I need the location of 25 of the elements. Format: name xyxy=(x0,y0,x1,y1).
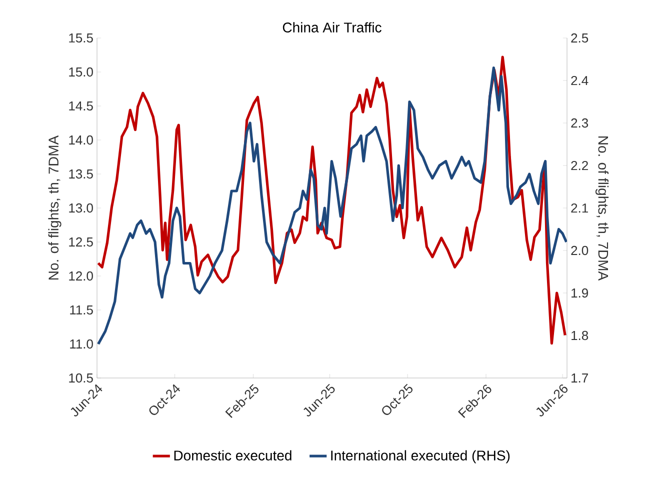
y2-tick-label: 2.2 xyxy=(571,160,588,170)
y-tick-label: 11.0 xyxy=(70,339,93,349)
y-tick-label: 14.5 xyxy=(69,101,93,111)
y-tick-label: 14.0 xyxy=(69,135,93,145)
y2-tick-label: 1.9 xyxy=(572,288,588,298)
chart-title: China Air Traffic xyxy=(282,22,382,32)
y2-tick-label: 2.4 xyxy=(571,76,588,86)
y-tick-label: 15.0 xyxy=(69,67,93,77)
y-tick-label: 13.0 xyxy=(69,203,93,213)
y-tick-label: 13.5 xyxy=(69,169,93,179)
y2-tick-label: 2.0 xyxy=(571,246,588,256)
legend-label: Domestic executed xyxy=(174,450,292,460)
y2-axis-title: No. of flights, th, 7DMA xyxy=(595,136,609,281)
y2-tick-label: 2.1 xyxy=(571,203,588,213)
legend-label: International executed (RHS) xyxy=(331,450,510,464)
y2-tick-label: 1.8 xyxy=(572,330,588,340)
y2-tick-label: 2.3 xyxy=(571,118,588,128)
y-tick-label: 15.5 xyxy=(69,33,93,43)
y2-tick-label: 1.7 xyxy=(572,374,588,382)
y-axis-title: No. of flights, th, 7DMA xyxy=(48,135,62,280)
y-tick-label: 11.5 xyxy=(70,305,93,315)
y2-tick-label: 2.5 xyxy=(571,33,588,43)
y-tick-label: 10.5 xyxy=(69,373,93,383)
y-tick-label: 12.5 xyxy=(69,237,93,247)
y-tick-label: 12.0 xyxy=(69,271,93,281)
